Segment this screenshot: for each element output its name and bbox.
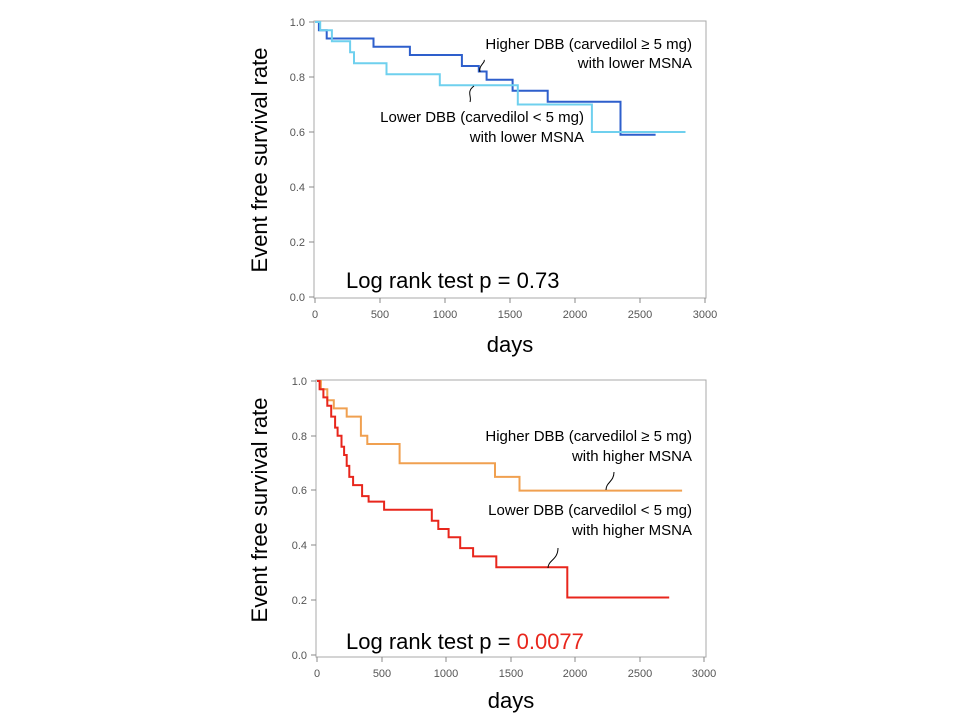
y-tick-label: 1.0 (290, 17, 305, 29)
log-rank-annotation-bottom: Log rank test p = 0.0077 (346, 629, 584, 654)
x-tick-label: 2000 (563, 668, 587, 680)
x-tick-label: 0 (314, 668, 320, 680)
y-tick-label: 0.4 (292, 540, 307, 552)
series-label-lower-dbb-line1: Lower DBB (carvedilol < 5 mg) (380, 109, 584, 126)
x-ticks-bottom: 0 500 1000 1500 2000 2500 3000 (314, 657, 716, 680)
y-tick-label: 0.0 (292, 650, 307, 662)
chart-top: 0.0 0.2 0.4 0.6 0.8 1.0 0 500 1000 1500 … (247, 17, 717, 357)
y-axis-label-top: Event free survival rate (247, 48, 272, 273)
series-label-higher-dbb-line1: Higher DBB (carvedilol ≥ 5 mg) (485, 428, 692, 445)
series-label-lower-dbb-line2: with higher MSNA (571, 522, 692, 539)
x-tick-label: 500 (373, 668, 391, 680)
survival-curve-higher-dbb-lower-msna (315, 21, 656, 136)
y-tick-label: 0.4 (290, 182, 305, 194)
x-tick-label: 2500 (628, 668, 652, 680)
plot-area-top (313, 20, 707, 299)
x-tick-label: 1500 (498, 309, 522, 321)
series-label-higher-dbb-line2: with higher MSNA (571, 448, 692, 465)
x-tick-label: 2000 (563, 309, 587, 321)
series-label-lower-dbb-line1: Lower DBB (carvedilol < 5 mg) (488, 502, 692, 519)
x-tick-label: 3000 (692, 668, 716, 680)
y-ticks-bottom: 0.0 0.2 0.4 0.6 0.8 1.0 (292, 376, 316, 662)
x-ticks-top: 0 500 1000 1500 2000 2500 3000 (312, 298, 717, 321)
x-tick-label: 1000 (434, 668, 458, 680)
y-ticks-top: 0.0 0.2 0.4 0.6 0.8 1.0 (290, 17, 314, 304)
y-tick-label: 1.0 (292, 376, 307, 388)
log-rank-p-value: 0.73 (517, 268, 560, 293)
survival-curve-lower-dbb-lower-msna (315, 21, 686, 133)
log-rank-p-value: 0.0077 (517, 629, 584, 654)
series-group-bottom (317, 380, 683, 599)
annotation-leader-lower-dbb (547, 547, 559, 569)
y-tick-label: 0.8 (290, 72, 305, 84)
x-tick-label: 1000 (433, 309, 457, 321)
y-tick-label: 0.6 (290, 127, 305, 139)
y-tick-label: 0.6 (292, 485, 307, 497)
y-tick-label: 0.2 (292, 595, 307, 607)
y-tick-label: 0.8 (292, 431, 307, 443)
series-label-higher-dbb-line1: Higher DBB (carvedilol ≥ 5 mg) (485, 36, 692, 53)
plot-area-bottom (315, 379, 707, 658)
y-tick-label: 0.2 (290, 237, 305, 249)
log-rank-annotation-top: Log rank test p = 0.73 (346, 268, 559, 293)
survival-curve-higher-dbb-higher-msna (317, 380, 683, 492)
annotation-leader-lower-dbb (469, 85, 475, 103)
series-group-top (315, 21, 686, 136)
survival-curve-lower-dbb-higher-msna (317, 380, 670, 599)
log-rank-prefix: Log rank test p = (346, 268, 517, 293)
chart-bottom: 0.0 0.2 0.4 0.6 0.8 1.0 0 500 1000 1500 … (247, 376, 716, 713)
x-tick-label: 3000 (693, 309, 717, 321)
x-tick-label: 500 (371, 309, 389, 321)
annotation-leader-higher-dbb (479, 59, 485, 73)
x-tick-label: 1500 (499, 668, 523, 680)
y-axis-label-bottom: Event free survival rate (247, 398, 272, 623)
annotation-leader-higher-dbb (605, 471, 615, 491)
log-rank-prefix: Log rank test p = (346, 629, 517, 654)
series-label-higher-dbb-line2: with lower MSNA (577, 55, 692, 72)
x-tick-label: 2500 (628, 309, 652, 321)
series-label-lower-dbb-line2: with lower MSNA (469, 129, 584, 146)
x-tick-label: 0 (312, 309, 318, 321)
y-tick-label: 0.0 (290, 292, 305, 304)
x-axis-label-top: days (487, 332, 533, 357)
x-axis-label-bottom: days (488, 688, 534, 713)
